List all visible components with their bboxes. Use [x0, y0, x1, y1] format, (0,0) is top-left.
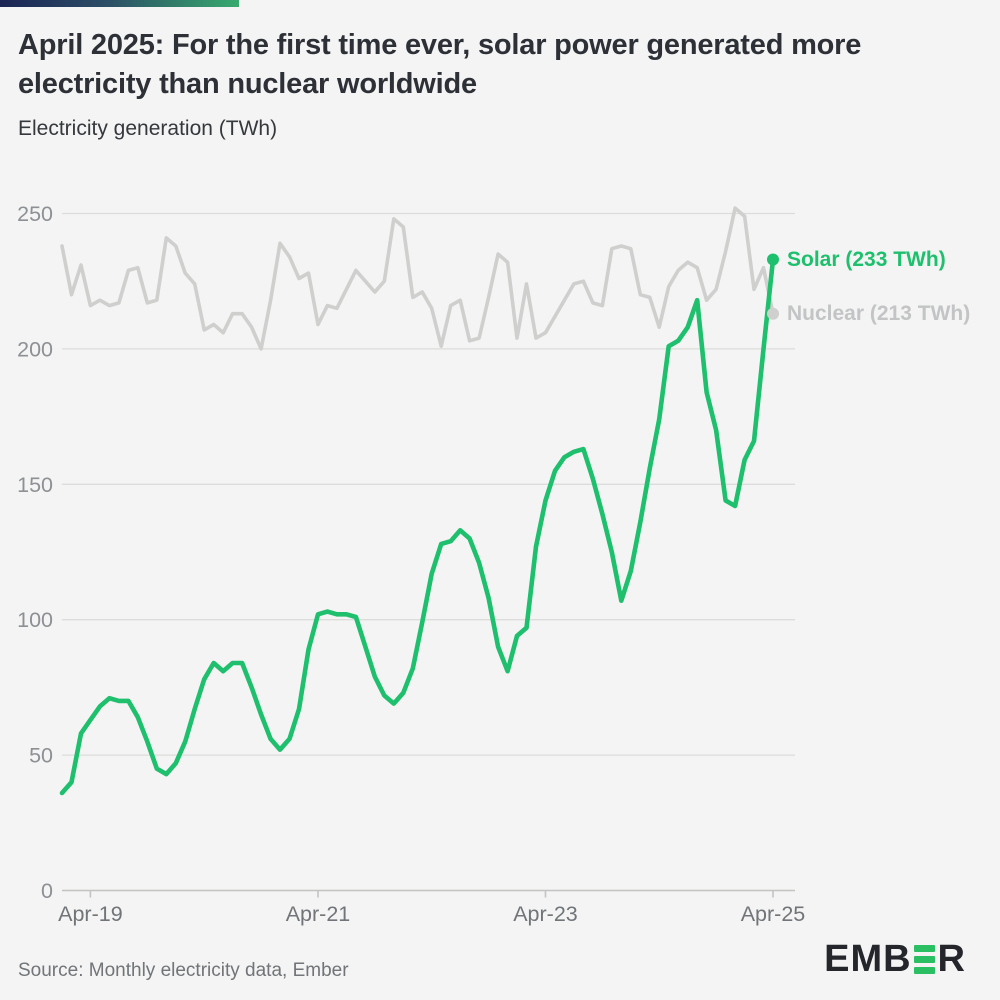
y-tick-label: 200: [17, 337, 53, 361]
x-tick-label: Apr-25: [741, 902, 806, 926]
logo-e-bars-icon: [913, 944, 935, 974]
nuclear-line: [60, 206, 775, 351]
source-text: Source: Monthly electricity data, Ember: [18, 960, 349, 981]
nuclear-end-dot: [767, 307, 779, 320]
x-tick-label: Apr-23: [513, 902, 578, 926]
y-tick-label: 100: [17, 608, 53, 632]
y-tick-label: 0: [41, 879, 53, 903]
legend-label-nuclear: Nuclear (213 TWh): [787, 301, 971, 325]
solar-line: [59, 257, 776, 796]
legend-label-solar: Solar (233 TWh): [787, 247, 946, 271]
chart-subtitle: Electricity generation (TWh): [18, 117, 278, 140]
ember-logo: EMB R: [824, 938, 966, 980]
y-tick-label: 50: [29, 744, 53, 768]
y-tick-label: 150: [17, 473, 53, 497]
logo-text-r: R: [937, 938, 966, 980]
y-tick-label: 250: [17, 202, 53, 226]
x-tick-label: Apr-19: [58, 902, 123, 926]
page-title: April 2025: For the first time ever, sol…: [18, 29, 862, 100]
logo-text-emb: EMB: [824, 938, 912, 980]
x-tick-label: Apr-21: [286, 902, 351, 926]
solar-end-dot: [767, 253, 779, 266]
brand-gradient-bar: [0, 0, 239, 7]
